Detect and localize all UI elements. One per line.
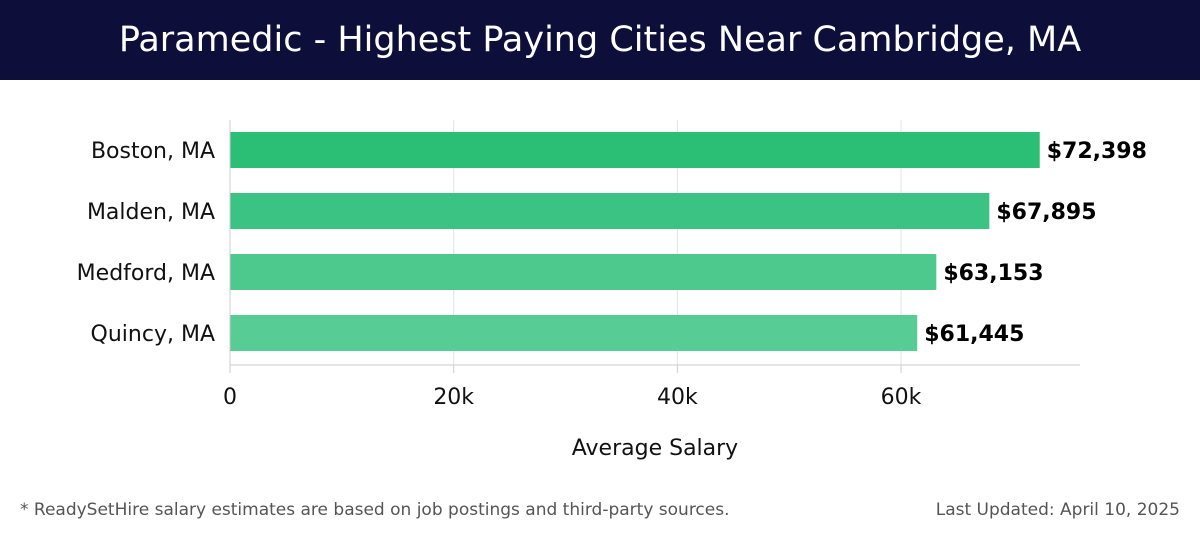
data-label: $72,398 [1047,139,1147,164]
salary-bar-chart: 0 20k 40k 60k Boston, MA $72,398 Malden, MA $6… [77,120,1147,461]
bar [230,315,918,351]
category-label: Boston, MA [91,139,215,164]
data-label: $63,153 [943,261,1043,286]
x-tick-label: 20k [433,385,474,410]
bar [230,132,1040,168]
category-label: Malden, MA [87,200,215,225]
x-axis: 0 20k 40k 60k [223,120,1080,410]
x-axis-title: Average Salary [572,436,738,461]
x-tick-label: 40k [657,385,698,410]
x-tick-label: 60k [881,385,922,410]
data-label: $67,895 [996,200,1096,225]
bars [230,132,1040,351]
category-label: Quincy, MA [91,322,215,347]
labels: Boston, MA $72,398 Malden, MA $67,895 Medfor… [77,139,1147,347]
bar [230,193,990,229]
chart-header: Paramedic - Highest Paying Cities Near C… [0,0,1200,80]
bar [230,254,937,290]
chart-title: Paramedic - Highest Paying Cities Near C… [118,20,1082,60]
category-label: Medford, MA [77,261,215,286]
data-label: $61,445 [924,322,1024,347]
last-updated: Last Updated: April 10, 2025 [935,500,1180,520]
x-tick-label: 0 [223,385,237,410]
footer-note: * ReadySetHire salary estimates are base… [20,500,730,520]
